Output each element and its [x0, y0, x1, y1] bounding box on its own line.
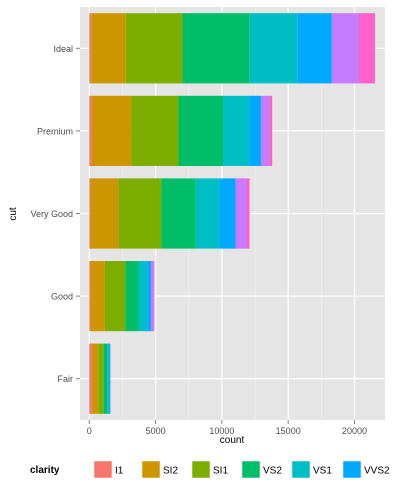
bars [89, 13, 376, 414]
bar-premium-vvs2 [249, 95, 261, 167]
bar-ideal-si1 [125, 13, 183, 84]
y-tick-label: Premium [37, 126, 73, 136]
y-tick-label: Good [51, 292, 73, 302]
bar-very-good-vvs1 [235, 178, 246, 249]
bar-ideal-vvs1 [331, 13, 359, 84]
bar-premium-if [269, 95, 273, 167]
legend-label-vs2: VS2 [263, 466, 282, 477]
x-tick-label: 15000 [276, 426, 301, 436]
bar-premium-i1 [89, 95, 93, 167]
bar-good-si2 [90, 260, 105, 332]
legend-label-si1: SI1 [213, 466, 228, 477]
bar-fair-vvs2 [109, 343, 111, 414]
bar-ideal-if [358, 13, 376, 84]
axes: Ideal Premium Very Good Good Fair 0 5000 10000 1… [30, 44, 367, 436]
y-tick-label: Very Good [30, 209, 73, 219]
bar-good-vs2 [125, 260, 139, 332]
bar-premium-vs2 [178, 95, 224, 167]
x-axis-title: count [220, 435, 245, 446]
legend: clarity I1SI2SI1VS2VS1VVS2VVS1IF [30, 460, 390, 479]
legend-label-vs1: VS1 [313, 466, 332, 477]
bar-good-vvs1 [150, 260, 154, 332]
legend-key-vs1 [291, 460, 311, 479]
legend-title: clarity [30, 465, 60, 476]
bar-ideal-vs2 [182, 13, 250, 84]
legend-label-i1: I1 [115, 466, 124, 477]
bar-fair-si2 [92, 343, 99, 414]
bar-fair-vs2 [103, 343, 108, 414]
x-tick-label: 10000 [209, 426, 234, 436]
bar-premium-vvs1 [260, 95, 270, 167]
bar-good-i1 [89, 260, 91, 332]
x-tick-label: 0 [87, 426, 92, 436]
bar-ideal-vvs2 [297, 13, 332, 84]
legend-key-si1 [191, 460, 211, 479]
legend-key-vs2 [241, 460, 261, 479]
bar-fair-si1 [98, 343, 104, 414]
bar-good-vvs2 [147, 260, 151, 332]
bar-ideal-vs1 [249, 13, 298, 84]
bar-good-if [153, 260, 155, 332]
bar-premium-vs1 [223, 95, 250, 167]
legend-label-si2: SI2 [163, 466, 178, 477]
bar-very-good-vs2 [161, 178, 196, 249]
y-tick-label: Fair [58, 374, 74, 384]
bar-very-good-vs1 [195, 178, 220, 249]
legend-key-si2 [141, 460, 161, 479]
bar-very-good-si2 [90, 178, 119, 249]
bar-very-good-i1 [89, 178, 91, 249]
x-tick-label: 5000 [146, 426, 166, 436]
y-axis-title: cut [8, 207, 19, 221]
bar-premium-si2 [92, 95, 132, 167]
bar-very-good-vvs2 [219, 178, 236, 249]
bar-premium-si1 [131, 95, 179, 167]
legend-label-vvs2: VVS2 [364, 466, 390, 477]
x-tick-label: 20000 [342, 426, 367, 436]
bar-fair-vs1 [107, 343, 110, 414]
bar-fair-i1 [89, 343, 93, 414]
bar-good-si1 [104, 260, 126, 332]
bar-ideal-si2 [91, 13, 126, 84]
y-tick-label: Ideal [53, 44, 73, 54]
bar-good-vs1 [138, 260, 148, 332]
legend-key-vvs2 [342, 460, 362, 479]
legend-key-i1 [93, 460, 113, 479]
bar-very-good-si1 [118, 178, 162, 249]
bar-very-good-if [245, 178, 250, 249]
bar-ideal-i1 [89, 13, 92, 84]
